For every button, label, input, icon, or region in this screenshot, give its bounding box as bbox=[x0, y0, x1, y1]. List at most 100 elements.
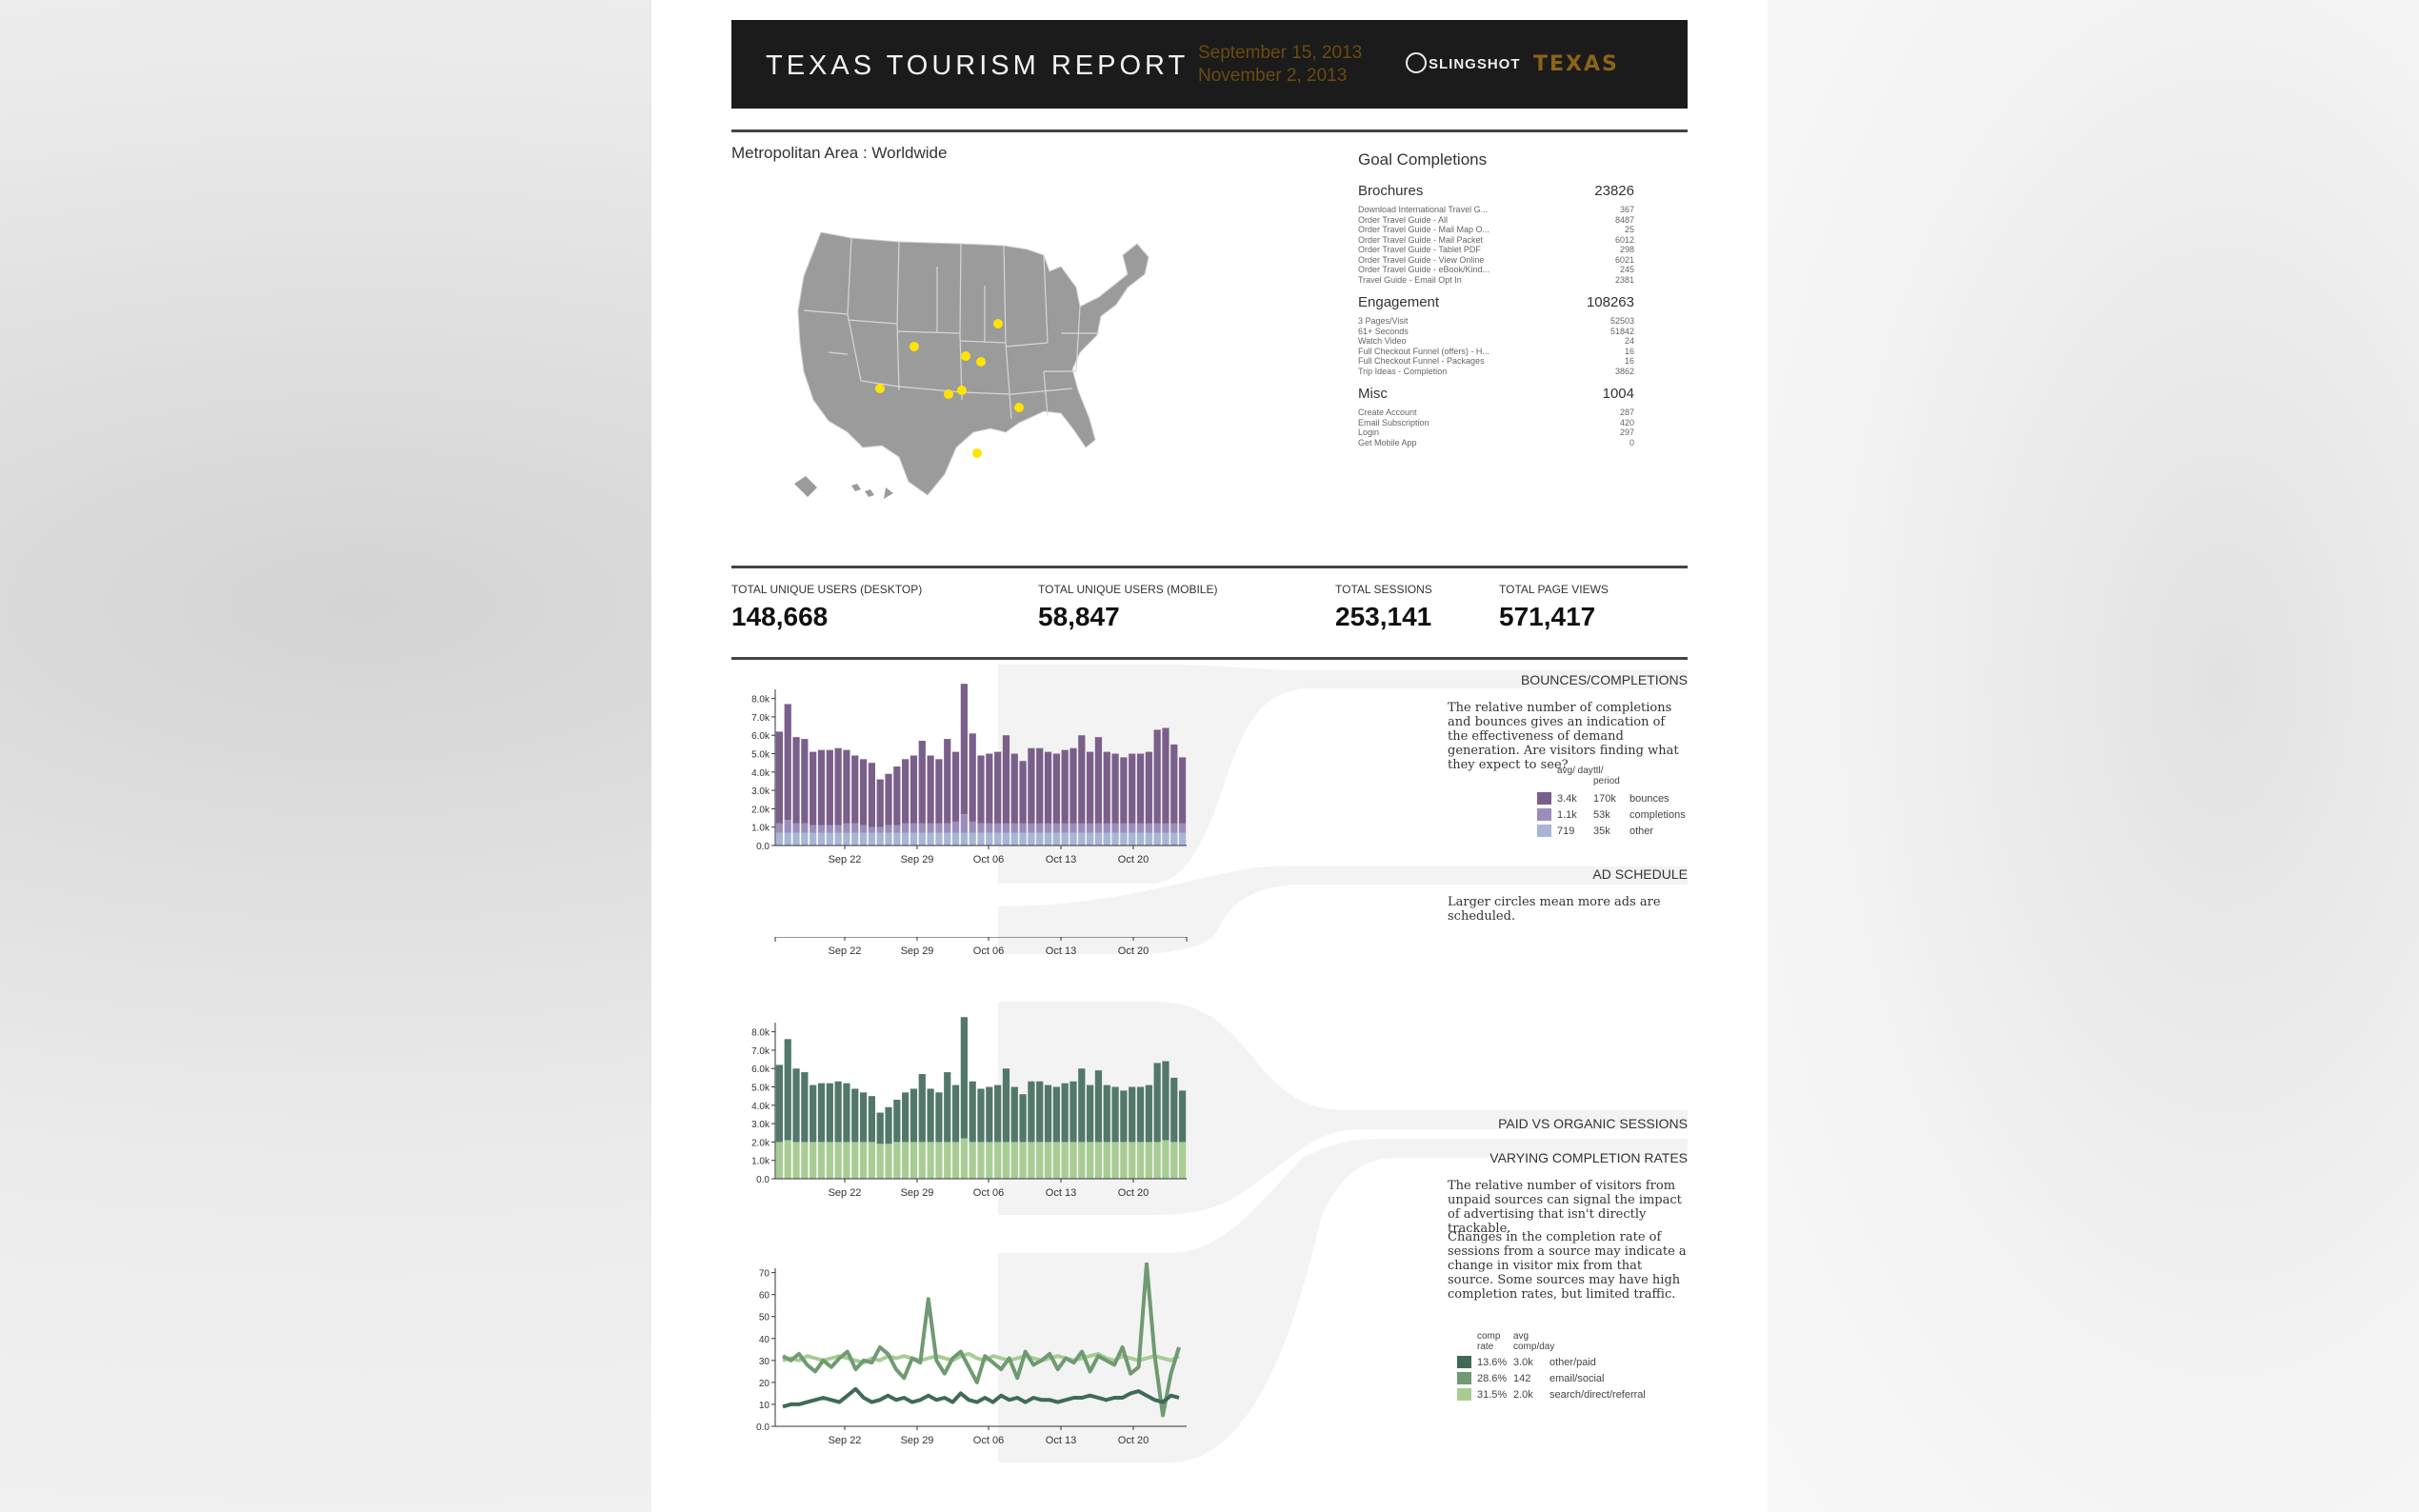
goal-item-value: 420 bbox=[1619, 417, 1634, 428]
bar-completions bbox=[810, 825, 817, 833]
goals-heading: Goal Completions bbox=[1358, 150, 1488, 169]
x-tick-label: Oct 06 bbox=[973, 1435, 1004, 1446]
bar-other bbox=[876, 832, 884, 846]
rates-legend: comp rate avg comp/day 13.6% 3.0k other/pa… bbox=[1457, 1331, 1646, 1403]
bar-organic bbox=[868, 1142, 875, 1179]
x-tick-label: Sep 22 bbox=[829, 945, 862, 957]
bar-other bbox=[1153, 832, 1161, 846]
bar-organic bbox=[1036, 1142, 1044, 1179]
y-tick-label: 10 bbox=[759, 1401, 770, 1411]
bar-bounces bbox=[1070, 747, 1077, 824]
bar-completions bbox=[1036, 823, 1044, 833]
bar-completions bbox=[1002, 823, 1010, 833]
bar-completions bbox=[859, 825, 868, 833]
bar-paid bbox=[1145, 1084, 1152, 1143]
map-marker bbox=[944, 389, 953, 399]
x-tick-label: Sep 29 bbox=[901, 945, 934, 957]
bar-paid bbox=[826, 1083, 833, 1143]
bar-other bbox=[960, 832, 968, 846]
bar-organic bbox=[826, 1142, 833, 1179]
bar-other bbox=[1111, 832, 1119, 846]
y-tick-label: 7.0k bbox=[751, 713, 770, 724]
bar-paid bbox=[1044, 1084, 1052, 1143]
y-tick-label: 1.0k bbox=[751, 824, 770, 834]
goal-item: Watch Video 24 bbox=[1358, 336, 1634, 347]
goal-item-value: 297 bbox=[1619, 428, 1634, 437]
stat-mobile-users: TOTAL UNIQUE USERS (MOBILE) 58,847 bbox=[1038, 583, 1217, 632]
bar-bounces bbox=[1052, 753, 1060, 824]
panel-text-bounces: The relative number of completions and b… bbox=[1448, 701, 1679, 772]
report-page: TEXAS TOURISM REPORT September 15, 2013 … bbox=[651, 0, 1768, 1512]
bar-organic bbox=[1103, 1142, 1110, 1179]
bar-other bbox=[1028, 832, 1035, 846]
goal-item: Email Subscription 420 bbox=[1358, 418, 1634, 428]
bar-organic bbox=[1070, 1142, 1077, 1179]
x-tick-label: Oct 06 bbox=[973, 945, 1004, 957]
bar-completions bbox=[918, 823, 926, 833]
y-tick-label: 5.0k bbox=[751, 750, 770, 761]
bar-other bbox=[977, 832, 985, 846]
legend-ttl: 170k bbox=[1593, 792, 1616, 805]
bar-paid bbox=[1129, 1086, 1136, 1143]
bar-paid bbox=[1103, 1084, 1110, 1143]
goal-group-total: 1004 bbox=[1602, 386, 1634, 402]
y-tick-label: 0.0 bbox=[756, 1175, 770, 1185]
bar-bounces bbox=[977, 755, 985, 824]
y-tick-label: 4.0k bbox=[751, 1102, 770, 1112]
goal-item: Get Mobile App 0 bbox=[1358, 438, 1634, 448]
bar-other bbox=[1044, 832, 1052, 846]
bar-other bbox=[868, 832, 875, 846]
bar-other bbox=[1120, 832, 1128, 846]
bar-bounces bbox=[775, 731, 784, 824]
bar-other bbox=[935, 832, 943, 846]
y-tick-label: 30 bbox=[759, 1357, 770, 1367]
stat-desktop-users: TOTAL UNIQUE USERS (DESKTOP) 148,668 bbox=[731, 583, 922, 632]
bar-completions bbox=[775, 823, 784, 833]
bar-other bbox=[951, 832, 960, 846]
goal-item-label: Email Subscription bbox=[1358, 417, 1429, 428]
bar-paid bbox=[935, 1092, 943, 1143]
bar-bounces bbox=[1002, 735, 1010, 824]
bar-completions bbox=[1094, 823, 1103, 833]
bar-other bbox=[918, 832, 926, 846]
bar-organic bbox=[1136, 1142, 1145, 1179]
bar-paid bbox=[977, 1088, 985, 1143]
bar-organic bbox=[1120, 1142, 1128, 1179]
legend-avg: 2.0k bbox=[1513, 1388, 1533, 1401]
bar-paid bbox=[817, 1083, 826, 1143]
bar-other bbox=[994, 832, 1002, 846]
goal-item-label: Download International Travel G... bbox=[1358, 205, 1489, 214]
bar-paid bbox=[810, 1084, 817, 1143]
bar-bounces bbox=[1136, 753, 1145, 824]
goal-group-name: Engagement bbox=[1358, 294, 1440, 310]
bar-paid bbox=[792, 1068, 800, 1143]
bar-paid bbox=[868, 1096, 875, 1143]
bar-paid bbox=[1136, 1086, 1145, 1143]
bar-organic bbox=[986, 1142, 993, 1179]
bar-bounces bbox=[784, 704, 791, 820]
bar-other bbox=[910, 832, 918, 846]
goal-item-value: 52503 bbox=[1609, 316, 1634, 326]
bar-other bbox=[1178, 832, 1187, 846]
bar-bounces bbox=[801, 739, 809, 824]
bar-organic bbox=[1178, 1142, 1187, 1179]
goal-item: Full Checkout Funnel (offers) - H... 16 bbox=[1358, 347, 1634, 357]
x-tick-label: Oct 13 bbox=[1046, 945, 1076, 957]
goal-item-label: Create Account bbox=[1358, 408, 1417, 417]
bar-bounces bbox=[918, 741, 926, 824]
bar-completions bbox=[1061, 823, 1069, 833]
goal-item-label: Trip Ideas - Completion bbox=[1358, 366, 1448, 376]
bar-bounces bbox=[935, 759, 943, 824]
goal-item-label: Full Checkout Funnel - Packages bbox=[1358, 356, 1485, 366]
legend-rate: 13.6% bbox=[1477, 1356, 1508, 1368]
bar-bounces bbox=[944, 739, 951, 824]
x-tick-label: Sep 29 bbox=[901, 854, 934, 865]
bar-bounces bbox=[902, 759, 910, 824]
goal-item-value: 8487 bbox=[1614, 214, 1634, 225]
goal-item: Travel Guide - Email Opt In 2381 bbox=[1358, 275, 1634, 286]
bar-completions bbox=[1153, 823, 1161, 833]
goal-item-value: 51842 bbox=[1609, 326, 1634, 336]
legend-row: 1.1k 53k completions bbox=[1537, 806, 1686, 823]
bar-organic bbox=[944, 1142, 951, 1179]
legend-avg: 142 bbox=[1513, 1372, 1531, 1384]
